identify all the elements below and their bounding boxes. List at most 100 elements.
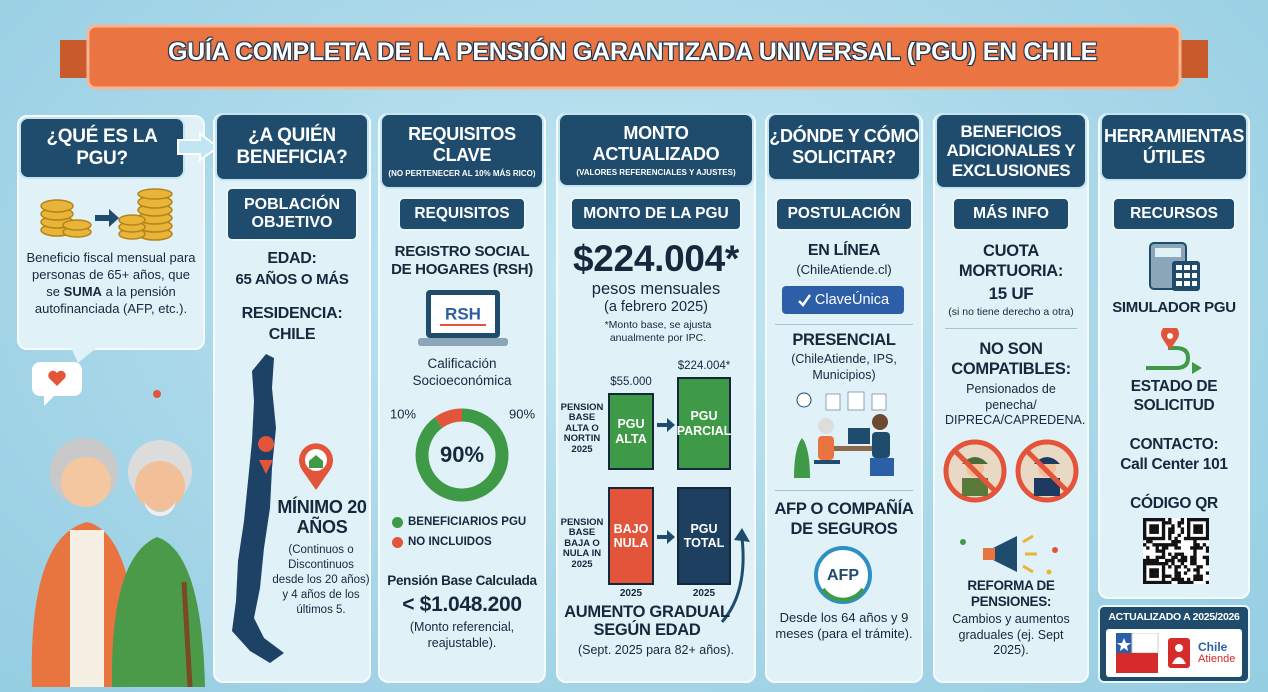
qr-module — [1152, 527, 1156, 531]
qr-module — [1174, 546, 1178, 550]
places: (ChileAtiende, IPS, Municipios) — [791, 352, 897, 382]
qr-module — [1143, 536, 1147, 541]
section-header: BENEFICIOS ADICIONALES Y EXCLUSIONES — [935, 113, 1087, 189]
amount: < $1.048.200 — [402, 593, 522, 616]
qr-module — [1190, 555, 1194, 560]
qr-module — [1155, 536, 1159, 541]
man-face — [135, 461, 185, 511]
separator — [775, 324, 913, 325]
woman-face — [61, 457, 111, 507]
location-icon — [299, 443, 333, 490]
qr-module — [1171, 577, 1175, 582]
detail: Cambios y aumentos graduales (ej. Sept 2… — [952, 612, 1070, 658]
qr-module — [1165, 580, 1169, 584]
calculator-icon — [1149, 242, 1200, 291]
bar-bottom-label: 2025 — [619, 588, 643, 599]
footer-box: ACTUALIZADO A 2025/2026 Chile Atiende — [1098, 605, 1250, 683]
qr-module — [1187, 521, 1191, 525]
qr-module — [1171, 562, 1175, 566]
monitor — [848, 428, 870, 444]
map-pin — [258, 436, 275, 474]
qr-module — [1143, 527, 1147, 531]
qr-module — [1180, 521, 1185, 525]
qr-module — [1193, 518, 1197, 522]
office-illustration — [794, 391, 894, 478]
qr-module — [1143, 580, 1147, 584]
qr-module — [1199, 527, 1203, 531]
legend-item: NO INCLUIDOS — [392, 532, 542, 552]
qr-module — [1171, 543, 1175, 547]
qr-module — [1205, 530, 1209, 534]
qr-module — [1152, 562, 1156, 566]
note: Desde los 64 años y 9 meses (para el trá… — [775, 610, 913, 642]
qr-module — [1177, 558, 1181, 563]
qr-module — [1152, 571, 1156, 575]
header-text: MONTO ACTUALIZADO — [592, 123, 720, 164]
qr-module — [1158, 518, 1163, 522]
value: CHILE — [268, 326, 316, 343]
legend: BENEFICIARIOS PGU NO INCLUIDOS — [392, 512, 542, 552]
laptop-icon: RSH — [418, 290, 508, 346]
qr-module — [1146, 546, 1150, 550]
qr-module — [1196, 527, 1200, 531]
couple-illustration — [31, 362, 205, 687]
text: a la pensión autofinanciada (AFP, etc.). — [34, 284, 188, 317]
bar: PGU PARCIAL — [677, 377, 731, 470]
qr-module — [1152, 568, 1156, 572]
qr-module — [1143, 543, 1147, 547]
arrow-icon — [177, 132, 220, 162]
map-shape — [232, 354, 284, 663]
laptop-label: RSH — [445, 304, 481, 323]
chile-map — [232, 354, 284, 663]
qr-module — [1196, 536, 1200, 541]
qr-module — [1168, 543, 1172, 547]
qr-module — [1193, 543, 1197, 547]
qr-module — [1146, 558, 1150, 563]
qr-module — [1174, 536, 1178, 541]
qr-module — [1161, 574, 1166, 578]
qr-module — [1177, 577, 1181, 582]
qr-module — [1180, 577, 1185, 582]
label: SIMULADOR PGU — [1112, 299, 1236, 316]
qr-module — [1149, 518, 1153, 522]
header-text: REQUISITOS CLAVE — [408, 124, 516, 165]
label: MÍNIMO 20 AÑOS — [277, 497, 367, 537]
speech-tail — [70, 345, 100, 363]
subheader: MONTO DE LA PGU — [570, 197, 742, 231]
bar-label: PGU ALTA — [615, 417, 647, 446]
coins-icon — [40, 188, 173, 241]
qr-module — [1199, 530, 1203, 534]
qr-module — [1205, 546, 1209, 550]
scenario-label: PENSION BASE ALTA O NORTIN 2025 — [560, 402, 604, 455]
qr-module — [1187, 577, 1191, 582]
section-header: HERRAMIENTAS ÚTILES — [1100, 113, 1248, 181]
qr-module — [1196, 518, 1200, 522]
qr-module — [1196, 565, 1200, 569]
qr-module — [1187, 518, 1191, 522]
qr-module — [1177, 552, 1181, 556]
qr-module — [1146, 580, 1150, 584]
label: AFP O COMPAÑÍA DE SEGUROS — [774, 500, 914, 538]
check-icon — [798, 294, 811, 307]
qr-module — [1149, 580, 1153, 584]
qr-module — [1143, 521, 1147, 525]
footnote: *Monto base, se ajusta anualmente por IP… — [604, 319, 712, 344]
qr-module — [1161, 562, 1166, 566]
man-body — [111, 537, 205, 687]
qr-module — [1183, 571, 1188, 575]
qr-module — [1152, 543, 1156, 547]
qr-module — [1199, 577, 1203, 582]
label: Pensión Base Calculada — [387, 573, 537, 588]
qr-module — [1161, 549, 1166, 553]
donut-segment — [415, 408, 509, 502]
qr-module — [1205, 524, 1209, 528]
qr-module — [1205, 521, 1209, 525]
qr-module — [1152, 558, 1156, 563]
tail — [70, 345, 100, 363]
subheader: REQUISITOS — [398, 197, 526, 231]
legend-label: NO INCLUIDOS — [408, 536, 492, 548]
arrow — [177, 132, 220, 162]
qr-module — [1152, 580, 1156, 584]
qr-module — [1161, 524, 1166, 528]
